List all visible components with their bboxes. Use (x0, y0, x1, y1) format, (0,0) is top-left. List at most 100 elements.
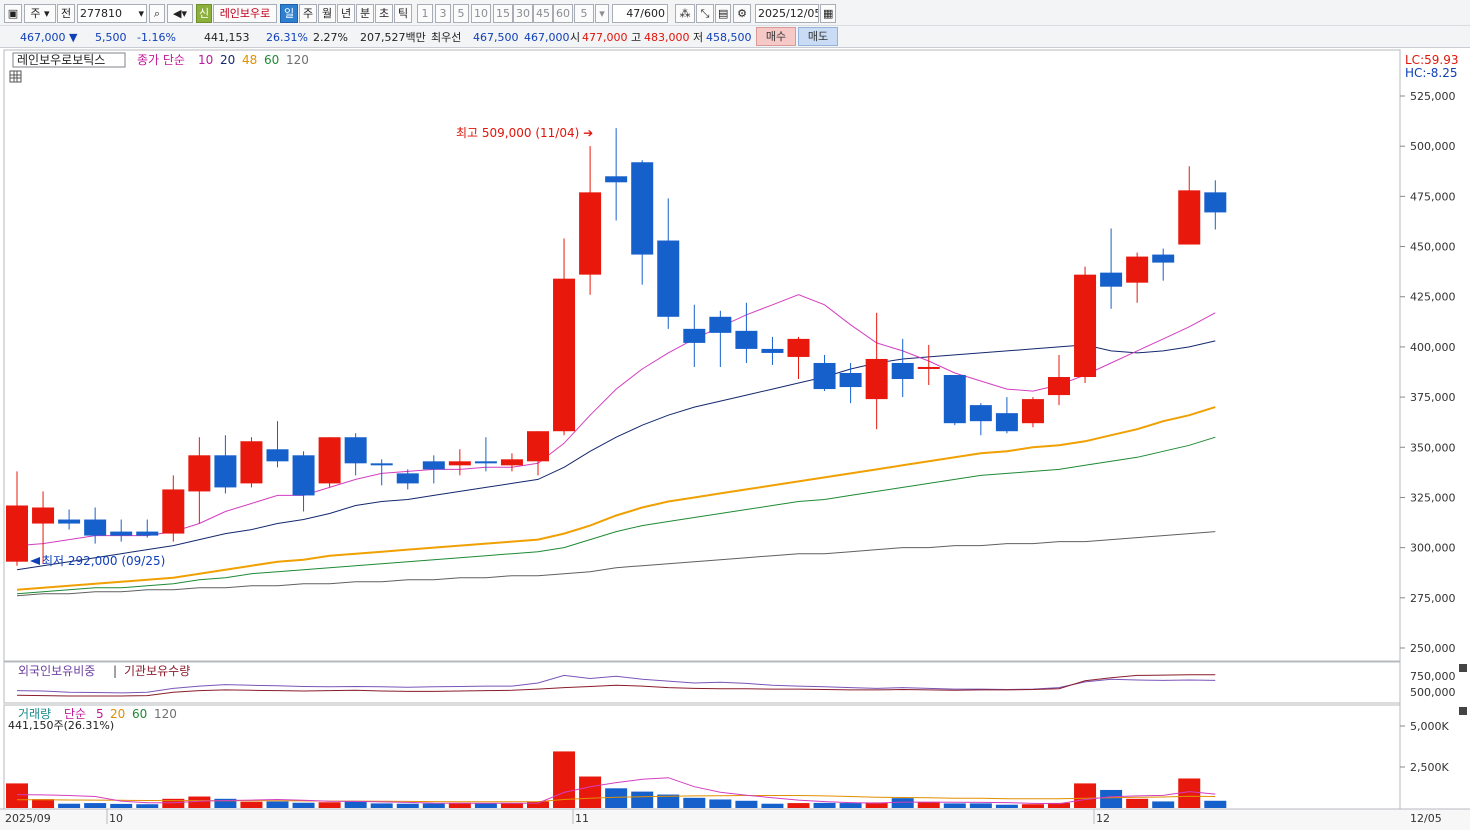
volume-bar[interactable] (943, 803, 966, 808)
interval-30[interactable]: 30 (513, 4, 533, 23)
candle-body[interactable] (761, 348, 784, 353)
volume-bar[interactable] (1021, 804, 1044, 808)
candle-body[interactable] (396, 473, 419, 484)
volume-bar[interactable] (839, 803, 862, 808)
candle-body[interactable] (422, 461, 445, 470)
volume-bar[interactable] (6, 783, 28, 808)
candle-body[interactable] (813, 362, 836, 390)
volume-bar[interactable] (709, 799, 732, 808)
volume-bar[interactable] (813, 802, 836, 808)
candle-body[interactable] (631, 162, 654, 255)
candle-body[interactable] (943, 375, 966, 424)
candle-body[interactable] (110, 531, 133, 536)
volume-bar[interactable] (32, 799, 55, 808)
volume-bar[interactable] (527, 801, 549, 808)
volume-bar[interactable] (683, 797, 706, 808)
candle-body[interactable] (318, 437, 341, 484)
volume-bar[interactable] (605, 788, 628, 808)
candle-body[interactable] (735, 330, 758, 349)
interval-10[interactable]: 10 (471, 4, 491, 23)
interval-input[interactable]: 5 (574, 4, 594, 23)
volume-bar[interactable] (214, 798, 237, 808)
candle-body[interactable] (344, 437, 367, 464)
search-icon[interactable]: ⌕ (149, 4, 165, 23)
market-select[interactable]: 주 ▾ (24, 4, 56, 23)
volume-bar[interactable] (188, 796, 211, 808)
chart-settings-icon[interactable]: ⁂ (675, 4, 695, 23)
volume-bar[interactable] (735, 800, 758, 808)
candle-body[interactable] (32, 507, 55, 524)
volume-bar[interactable] (396, 803, 419, 808)
volume-bar[interactable] (761, 803, 784, 808)
volume-panel[interactable] (3, 704, 1401, 810)
sell-button[interactable]: 매도 (798, 27, 838, 46)
stock-name[interactable]: 레인보우로 (213, 4, 277, 23)
volume-bar[interactable] (969, 803, 992, 808)
calendar-icon[interactable]: ▦ (820, 4, 836, 23)
candle-body[interactable] (865, 358, 888, 400)
candle-body[interactable] (500, 459, 523, 466)
volume-bar[interactable] (631, 791, 654, 808)
candle-body[interactable] (605, 176, 628, 183)
save-icon[interactable]: ▤ (715, 4, 731, 23)
volume-bar[interactable] (370, 803, 393, 808)
stock-name-box[interactable] (12, 52, 126, 68)
volume-bar[interactable] (553, 751, 576, 808)
period-month[interactable]: 월 (318, 4, 336, 23)
volume-bar[interactable] (136, 804, 159, 808)
chevron-down-icon[interactable]: ▾ (138, 7, 144, 20)
volume-bar[interactable] (344, 800, 367, 808)
volume-bar[interactable] (1178, 778, 1201, 808)
candle-body[interactable] (1021, 399, 1044, 424)
candle-body[interactable] (1048, 377, 1070, 396)
period-tick[interactable]: 틱 (394, 4, 412, 23)
panel-close-icon[interactable] (1459, 664, 1467, 672)
volume-bar[interactable] (448, 802, 471, 808)
candle-body[interactable] (6, 505, 28, 562)
candle-body[interactable] (1152, 254, 1175, 263)
candle-body[interactable] (527, 431, 549, 462)
volume-bar[interactable] (917, 801, 940, 808)
period-minute[interactable]: 분 (356, 4, 374, 23)
volume-bar[interactable] (162, 798, 185, 808)
gear-icon[interactable]: ⚙ (733, 4, 751, 23)
candle-body[interactable] (188, 455, 211, 492)
interval-45[interactable]: 45 (533, 4, 553, 23)
candle-body[interactable] (891, 362, 914, 380)
candle-body[interactable] (214, 455, 237, 488)
candle-body[interactable] (579, 192, 602, 275)
volume-bar[interactable] (891, 798, 914, 808)
period-week[interactable]: 주 (299, 4, 317, 23)
volume-bar[interactable] (500, 803, 523, 808)
volume-bar[interactable] (995, 804, 1018, 808)
volume-bar[interactable] (292, 802, 315, 808)
speaker-icon[interactable]: ◀▾ (167, 4, 193, 23)
volume-bar[interactable] (84, 803, 107, 808)
candle-body[interactable] (1074, 274, 1097, 378)
volume-bar[interactable] (1126, 798, 1149, 808)
interval-1[interactable]: 1 (417, 4, 433, 23)
candle-body[interactable] (553, 278, 576, 432)
draw-tool-icon[interactable]: ⤡ (696, 4, 714, 23)
volume-bar[interactable] (787, 803, 810, 808)
date-input[interactable]: 2025/12/05 (755, 4, 819, 23)
candle-body[interactable] (995, 413, 1018, 432)
panel-close-icon[interactable] (1459, 707, 1467, 715)
interval-5[interactable]: 5 (453, 4, 469, 23)
candle-body[interactable] (969, 405, 992, 422)
candle-body[interactable] (683, 328, 706, 343)
interval-15[interactable]: 15 (493, 4, 513, 23)
chevron-down-icon[interactable]: ▾ (595, 4, 609, 23)
candle-body[interactable] (448, 461, 471, 466)
interval-3[interactable]: 3 (435, 4, 451, 23)
code-input[interactable]: 277810 ▾ (77, 4, 147, 23)
volume-bar[interactable] (266, 801, 289, 808)
period-year[interactable]: 년 (337, 4, 355, 23)
candle-body[interactable] (1204, 192, 1227, 213)
stock-chart[interactable]: 525,000 500,000 475,000 450,000 425,000 400,0… (0, 49, 1470, 830)
candle-body[interactable] (839, 373, 862, 388)
candle-body[interactable] (1100, 272, 1123, 287)
buy-button[interactable]: 매수 (756, 27, 796, 46)
candle-body[interactable] (84, 519, 107, 536)
volume-bar[interactable] (1074, 783, 1097, 808)
